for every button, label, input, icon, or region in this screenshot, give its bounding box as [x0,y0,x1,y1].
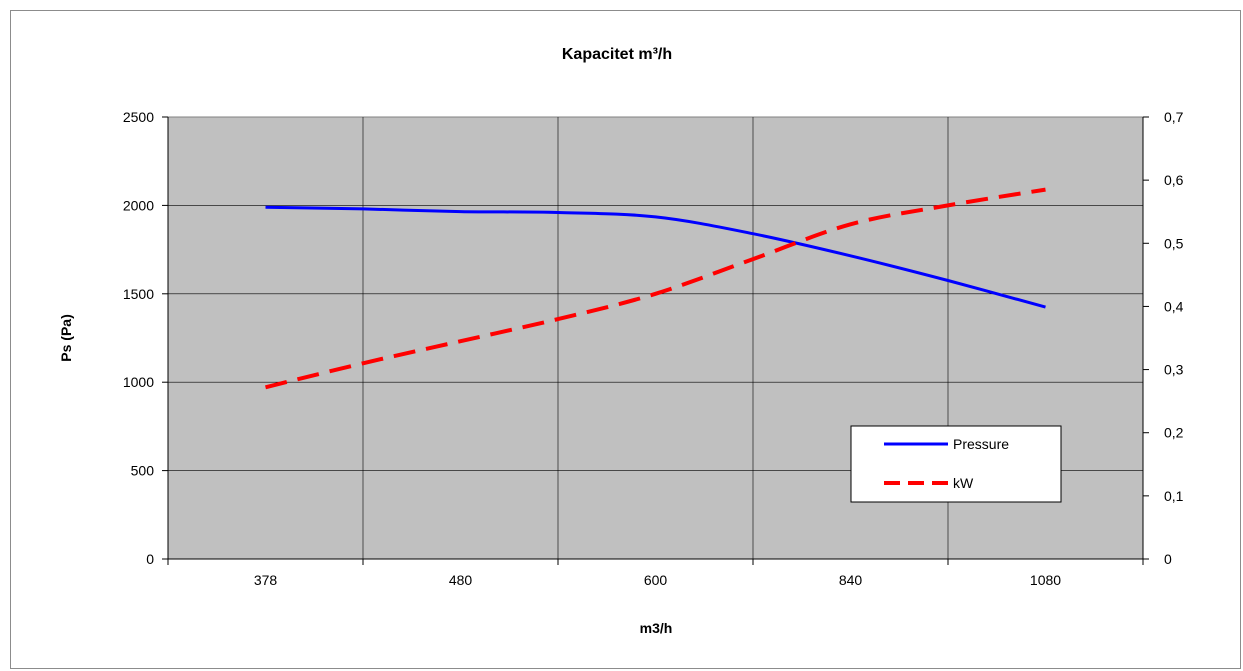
legend: Pressure kW [850,425,1062,503]
x-tick-label: 600 [644,572,668,588]
x-tick-label: 480 [449,572,473,588]
y2-tick-label: 0,2 [1164,425,1184,441]
y-tick-label: 2000 [123,197,154,213]
x-tick-label: 1080 [1030,572,1061,588]
chart-title: Kapacitet m³/h [562,46,672,63]
y2-tick-label: 0,6 [1164,172,1184,188]
axes: 0 500 1000 1500 2000 2500 0 0,1 0,2 0,3 0,4 0,5 0,6 0… [123,109,1184,588]
y-tick-label: 500 [131,463,155,479]
series-line-kw [265,187,1046,390]
x-tick-label: 840 [839,572,863,588]
x-axis-label: m3/h [640,620,673,636]
series-group [265,187,1046,390]
y-tick-label: 1000 [123,374,154,390]
y2-tick-label: 0,5 [1164,235,1184,251]
legend-box [850,425,1062,503]
y-tick-label: 1500 [123,286,154,302]
y-axis-label: Ps (Pa) [58,314,74,361]
x-tick-label: 378 [254,572,278,588]
y2-tick-label: 0,1 [1164,488,1184,504]
series-line-pressure [265,205,1046,309]
y2-tick-label: 0,4 [1164,298,1184,314]
y-tick-label: 2500 [123,109,154,125]
y2-tick-label: 0,7 [1164,109,1184,125]
y2-tick-label: 0 [1164,551,1172,567]
legend-label-kw: kW [953,475,974,491]
y2-tick-label: 0,3 [1164,362,1184,378]
legend-label-pressure: Pressure [953,436,1009,452]
y-tick-label: 0 [146,551,154,567]
